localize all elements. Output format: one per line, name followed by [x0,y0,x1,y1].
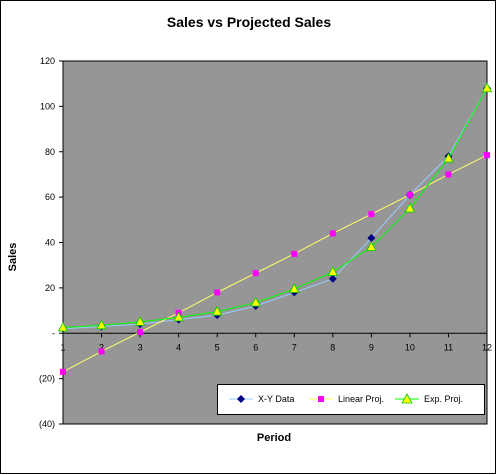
legend-label-exp: Exp. Proj. [424,394,464,404]
x-tick-label: 11 [444,342,453,352]
legend-swatch-exp [395,393,419,404]
legend-label-xy: X-Y Data [258,394,295,404]
x-tick-label: 1 [60,342,65,352]
x-tick-label: 12 [482,342,492,352]
y-tick-label: 120 [40,56,55,66]
x-tick-label: 2 [99,342,104,352]
data-point [214,289,221,296]
data-point [96,319,107,330]
x-axis-label: Period [256,432,292,444]
legend-label-linear: Linear Proj. [338,394,385,404]
legend-swatch-xy [229,395,253,403]
x-tick-label: 10 [405,342,415,352]
data-point [368,211,375,218]
y-tick-label: 80 [45,147,55,157]
series-line-1 [62,154,488,373]
data-point [57,321,69,332]
data-point [329,230,336,237]
y-tick-label: (20) [39,374,55,384]
y-tick-label: (40) [39,419,55,429]
x-tick-label: 3 [138,342,143,352]
data-point [98,348,105,355]
data-point [134,316,146,326]
data-point [328,274,337,283]
x-tick-label: 7 [292,342,297,352]
data-point [289,283,300,293]
series-line-2 [62,87,488,329]
x-tick-label: 8 [330,342,335,352]
data-point [291,250,298,257]
data-point [327,266,338,276]
chart-title: Sales vs Projected Sales [166,14,332,30]
y-tick-label: 100 [40,101,55,111]
data-point [137,329,144,336]
data-point [406,191,413,198]
data-point [173,311,184,322]
x-tick-label: 5 [215,342,220,352]
y-tick-label: 20 [45,283,55,293]
data-point [484,152,490,159]
plot-area [62,60,488,425]
data-point [443,152,454,163]
y-tick-label: 60 [45,192,55,202]
series-line-0 [62,87,488,330]
legend-swatch-linear [309,396,333,402]
data-point [212,305,223,316]
data-point [60,368,66,375]
data-point [404,202,416,213]
legend: X-Y Data Linear Proj. Exp. Proj. [217,384,485,415]
data-point [367,233,376,242]
y-tick-label: - [52,328,55,338]
data-point [445,171,452,178]
x-tick-label: 9 [369,342,374,352]
data-point [366,241,377,251]
data-point [481,82,493,93]
y-tick-label: 40 [45,238,55,248]
data-point [252,270,259,277]
x-tick-label: 4 [176,342,181,352]
x-tick-label: 6 [253,342,258,352]
data-point [250,296,261,307]
